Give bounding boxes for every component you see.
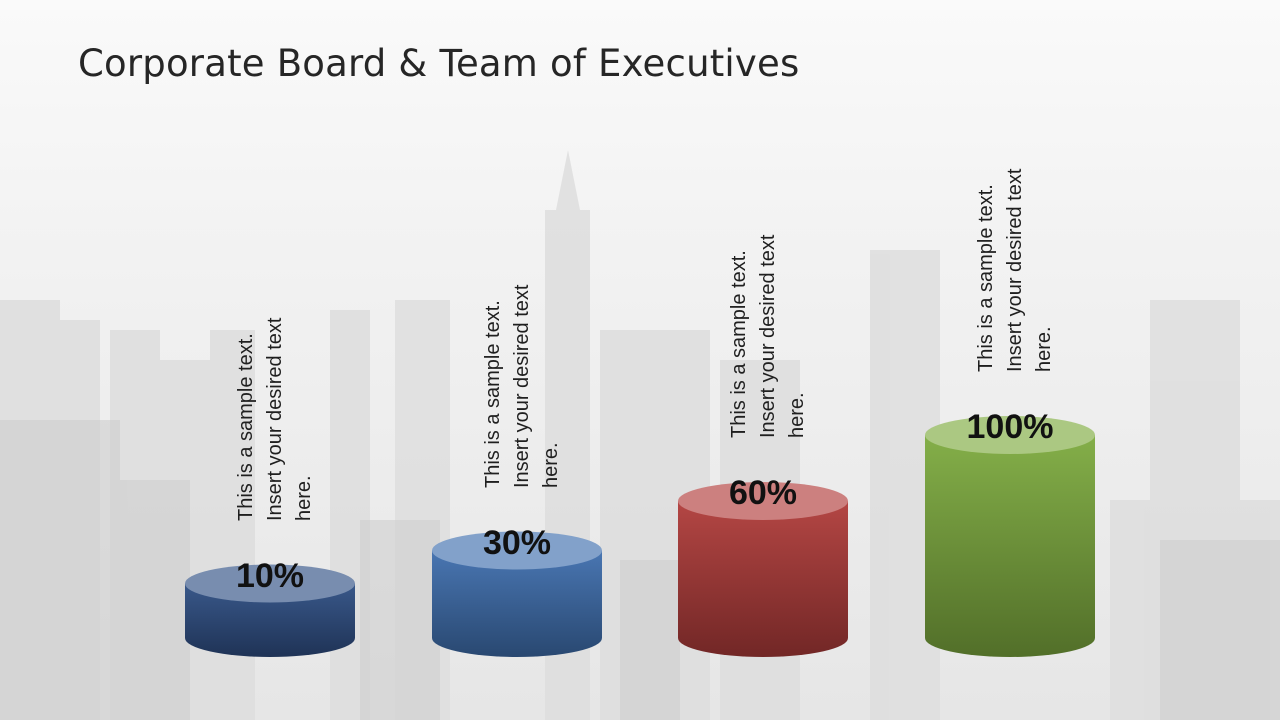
cylinder-top xyxy=(185,564,355,603)
cylinder-top xyxy=(925,416,1095,454)
cylinder-body xyxy=(925,435,1095,657)
cylinder-bar-3 xyxy=(678,482,848,657)
value-label-3: 60% xyxy=(728,474,798,512)
cylinder-bar-1 xyxy=(185,564,355,657)
slide-title: Corporate Board & Team of Executives xyxy=(78,42,800,85)
bar-description-3: This is a sample text. Insert your desir… xyxy=(728,234,808,438)
bar-description-4: This is a sample text. Insert your desir… xyxy=(975,168,1055,372)
cylinder-body xyxy=(678,501,848,657)
value-label-2: 30% xyxy=(482,523,552,562)
cylinder-bar-2 xyxy=(432,531,602,657)
cylinder-top xyxy=(432,531,602,570)
cylinder-top xyxy=(678,482,848,520)
bar-description-2: This is a sample text. Insert your desir… xyxy=(482,284,562,488)
bar-description-1: This is a sample text. Insert your desir… xyxy=(235,317,315,521)
cylinder-body xyxy=(185,583,355,657)
value-label-1: 10% xyxy=(235,556,305,595)
cylinder-body xyxy=(432,550,602,657)
cylinder-bar-4 xyxy=(925,416,1095,657)
value-label-4: 100% xyxy=(966,408,1054,446)
